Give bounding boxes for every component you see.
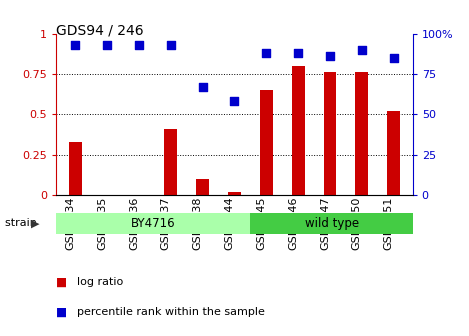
Point (104, 42, 111, 48)
Point (358, 47, 365, 52)
Text: strain: strain (5, 218, 40, 228)
Bar (165, 129, 177, 195)
Point (135, 42, 143, 48)
Bar (250, 213, 413, 234)
Point (167, 42, 174, 48)
Bar (356, 72, 368, 195)
Point (263, 50, 270, 56)
Bar (387, 111, 400, 195)
Bar (69, 142, 82, 195)
Point (231, 99, 238, 104)
Text: BY4716: BY4716 (131, 217, 176, 230)
Bar (292, 66, 304, 195)
Point (72, 42, 79, 48)
Text: ■: ■ (56, 276, 71, 289)
Point (199, 84, 206, 89)
Text: wild type: wild type (304, 217, 359, 230)
Point (295, 50, 302, 56)
Point (390, 55, 397, 60)
Bar (228, 192, 241, 195)
Bar (197, 179, 209, 195)
Bar (324, 72, 336, 195)
Text: ■: ■ (56, 306, 71, 319)
Text: percentile rank within the sample: percentile rank within the sample (77, 307, 265, 318)
Bar (260, 90, 272, 195)
Text: ▶: ▶ (31, 218, 39, 228)
Text: GDS94 / 246: GDS94 / 246 (56, 24, 144, 38)
Point (326, 53, 334, 59)
Bar (56, 213, 250, 234)
Text: log ratio: log ratio (77, 277, 124, 287)
